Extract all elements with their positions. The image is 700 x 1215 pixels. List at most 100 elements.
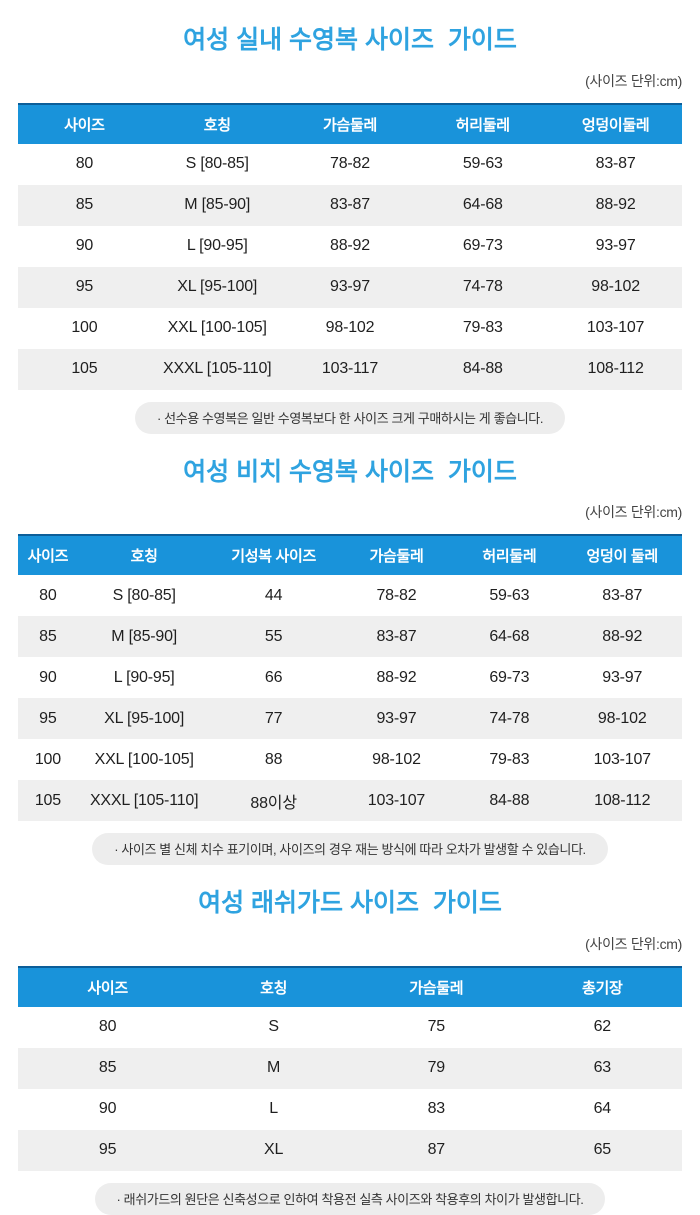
table-cell: 69-73: [462, 237, 503, 254]
table-cell: 87: [427, 1141, 446, 1158]
table-cell: 59-63: [462, 155, 503, 172]
table-cell: 75: [427, 1018, 446, 1035]
table-cell: 85: [98, 1059, 117, 1076]
table-cell: 74-78: [489, 709, 530, 727]
table-cell: M [85-90]: [184, 196, 251, 213]
table-cell: 90: [39, 668, 57, 686]
table-cell: 100: [34, 750, 61, 768]
table-cell: 79-83: [489, 750, 530, 768]
table-cell: 84-88: [489, 791, 530, 809]
table-cell: 83-87: [595, 155, 636, 172]
table-cell: 103-107: [367, 791, 426, 809]
table-cell: 44: [264, 586, 283, 604]
table-cell: 93-97: [595, 237, 636, 254]
section-rashguard-guide: 여성 래쉬가드 사이즈 가이드 (사이즈 단위:cm) 사이즈 호칭 가슴둘레 총기장…: [18, 887, 682, 1215]
table-row: 100 XXL [100-105] 88 98-102 79-83 103-107: [18, 739, 682, 780]
table-cell: 78-82: [330, 155, 370, 172]
table-cell: XL [95-100]: [177, 278, 258, 295]
column-header: 허리둘레: [456, 534, 563, 575]
section-beach-swimsuit-guide: 여성 비치 수영복 사이즈 가이드 (사이즈 단위:cm) 사이즈 호칭 기성복 사…: [18, 456, 682, 865]
column-header: 사이즈: [18, 102, 151, 144]
table-cell: XL: [264, 1141, 284, 1158]
table-cell: L [90-95]: [186, 237, 248, 254]
table-cell: L: [269, 1100, 278, 1117]
table-cell: 79-83: [462, 319, 503, 336]
table-cell: 55: [264, 627, 283, 645]
table-cell: 85: [39, 627, 57, 645]
table-cell: 95: [75, 278, 94, 295]
table-cell: S: [268, 1018, 279, 1035]
note-row: · 선수용 수영복은 일반 수영복보다 한 사이즈 크게 구매하시는 게 좋습니…: [18, 401, 682, 434]
column-header: 가슴둘레: [349, 965, 523, 1007]
table-cell: 64-68: [462, 196, 503, 213]
column-header: 허리둘레: [416, 102, 550, 144]
table-cell: 108-112: [587, 360, 644, 377]
header-row: 사이즈 호칭 가슴둘레 허리둘레 엉덩이둘레: [18, 102, 682, 144]
table-cell: 88-92: [602, 627, 643, 645]
table-cell: XXL [100-105]: [94, 750, 194, 768]
table-row: 85 M [85-90] 55 83-87 64-68 88-92: [18, 616, 682, 657]
table-cell: 98-102: [372, 750, 421, 768]
table-cell: 88-92: [330, 237, 370, 254]
table-cell: 98-102: [597, 709, 647, 727]
table-cell: 95: [98, 1141, 117, 1158]
table-cell: L [90-95]: [113, 668, 175, 686]
table-cell: 66: [264, 668, 283, 686]
note-row: · 사이즈 별 신체 치수 표기이며, 사이즈의 경우 재는 방식에 따라 오차…: [18, 833, 682, 865]
table-cell: XXXL [105-110]: [163, 360, 272, 377]
column-header: 기성복 사이즈: [210, 534, 337, 575]
beach-swimsuit-size-table: 사이즈 호칭 기성복 사이즈 가슴둘레 허리둘레 엉덩이 둘레 80 S [80-85] 44 7…: [18, 534, 682, 821]
table-row: 80 S [80-85] 44 78-82 59-63 83-87: [18, 575, 682, 616]
table-cell: 100: [71, 319, 98, 336]
table-cell: 98-102: [325, 319, 375, 336]
table-cell: 84-88: [462, 360, 503, 377]
table-row: 80 S [80-85] 78-82 59-63 83-87: [18, 144, 682, 185]
unit-label: (사이즈 단위:cm): [585, 504, 682, 520]
unit-label: (사이즈 단위:cm): [585, 72, 682, 89]
section-title: 여성 비치 수영복 사이즈 가이드: [183, 457, 517, 486]
table-cell: 59-63: [489, 586, 530, 604]
header-row: 사이즈 호칭 기성복 사이즈 가슴둘레 허리둘레 엉덩이 둘레: [18, 534, 682, 575]
table-cell: 93-97: [330, 278, 370, 295]
table-cell: 78-82: [376, 586, 417, 604]
table-cell: 65: [593, 1141, 612, 1158]
rashguard-size-table: 사이즈 호칭 가슴둘레 총기장 80 S 75 62 85 M 79 63 90 L 83 64 95 XL 87 6…: [18, 965, 682, 1171]
table-cell: S [80-85]: [185, 155, 249, 172]
table-cell: 83-87: [602, 586, 643, 604]
table-cell: 105: [34, 791, 61, 809]
table-cell: 64-68: [489, 627, 530, 645]
table-cell: 88-92: [595, 196, 636, 213]
table-cell: XXXL [105-110]: [89, 791, 199, 809]
table-cell: XXL [100-105]: [167, 319, 267, 336]
note-row: · 래쉬가드의 원단은 신축성으로 인하여 착용전 실측 사이즈와 착용후의 차…: [18, 1182, 682, 1215]
table-cell: 80: [39, 586, 57, 604]
table-row: 95 XL [95-100] 93-97 74-78 98-102: [18, 266, 682, 308]
table-cell: 90: [75, 237, 94, 254]
table-row: 90 L [90-95] 88-92 69-73 93-97: [18, 226, 682, 267]
table-cell: 103-117: [321, 360, 379, 377]
column-header: 사이즈: [18, 965, 198, 1007]
section-title: 여성 실내 수영복 사이즈 가이드: [183, 26, 517, 54]
table-row: 105 XXXL [105-110] 103-117 84-88 108-112: [18, 348, 682, 390]
table-cell: 62: [593, 1018, 612, 1035]
table-cell: 63: [593, 1059, 612, 1076]
table-cell: 108-112: [594, 791, 651, 809]
column-header: 호칭: [197, 965, 350, 1007]
table-cell: 64: [593, 1100, 612, 1117]
section-indoor-swimsuit-guide: 여성 실내 수영복 사이즈 가이드 (사이즈 단위:cm) 사이즈 호칭 가슴둘레 허…: [18, 24, 682, 434]
table-cell: 80: [75, 155, 94, 172]
table-cell: 88-92: [376, 668, 417, 686]
section-title: 여성 래쉬가드 사이즈 가이드: [198, 889, 502, 917]
table-cell: 74-78: [462, 278, 503, 295]
table-row: 95 XL [95-100] 77 93-97 74-78 98-102: [18, 698, 682, 739]
table-row: 95 XL 87 65: [18, 1129, 682, 1171]
table-cell: 85: [75, 196, 94, 213]
table-cell: S [80-85]: [112, 586, 176, 604]
table-row: 85 M 79 63: [18, 1047, 682, 1089]
table-cell: 77: [264, 709, 283, 727]
table-row: 105 XXXL [105-110] 88이상 103-107 84-88 108-112: [18, 780, 682, 821]
table-cell: 103-107: [593, 750, 652, 768]
table-cell: 79: [427, 1059, 446, 1076]
table-cell: 90: [98, 1100, 117, 1117]
